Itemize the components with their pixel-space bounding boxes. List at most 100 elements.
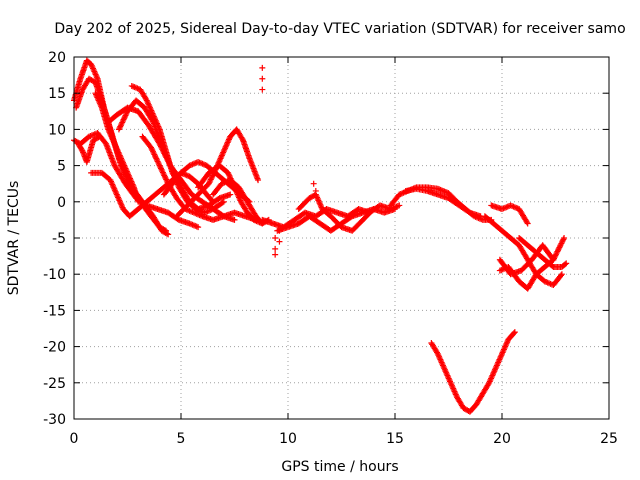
data-point [122, 112, 129, 119]
data-point [161, 172, 168, 179]
data-point [96, 133, 103, 140]
y-tick-label: -30 [43, 412, 66, 428]
outlier-point [312, 187, 319, 194]
y-tick-label: -15 [43, 303, 66, 319]
outlier-point [310, 180, 317, 187]
data-point [95, 134, 102, 141]
data-points [71, 57, 570, 415]
data-point [163, 176, 170, 183]
data-point [152, 154, 159, 161]
y-tick-label: -20 [43, 340, 66, 356]
y-tick-label: -10 [43, 267, 66, 283]
data-point [148, 144, 155, 151]
data-point [553, 251, 560, 258]
data-point [162, 175, 169, 182]
y-tick-label: -25 [43, 376, 66, 392]
data-point [119, 119, 126, 126]
x-tick-label: 15 [386, 431, 404, 447]
data-point [160, 170, 167, 177]
data-point [149, 147, 156, 154]
data-point [562, 261, 569, 268]
data-point [523, 219, 530, 226]
data-point [563, 260, 570, 267]
outlier-point [259, 64, 266, 71]
y-tick-label: 15 [48, 86, 66, 102]
data-point [392, 206, 398, 213]
data-point [207, 176, 214, 183]
data-point [511, 329, 518, 336]
data-point [157, 163, 164, 170]
data-point [554, 248, 561, 255]
data-point [207, 177, 214, 184]
data-point [552, 252, 559, 259]
data-point [161, 173, 168, 180]
data-point [556, 244, 563, 251]
outlier-point [276, 227, 283, 234]
data-point [206, 179, 213, 186]
data-point [159, 168, 166, 175]
data-point [163, 230, 170, 237]
data-point [551, 254, 558, 261]
data-point [118, 120, 125, 127]
data-point [255, 177, 262, 184]
data-point [163, 227, 170, 234]
data-point [117, 122, 124, 129]
data-point [158, 166, 165, 173]
data-point [150, 148, 157, 155]
data-point [555, 245, 562, 252]
data-point [159, 169, 166, 176]
data-point [151, 152, 158, 159]
outlier-point [259, 75, 266, 82]
y-axis-label: SDTVAR / TECUs [6, 181, 22, 296]
data-point [555, 247, 562, 254]
data-point [195, 224, 202, 231]
data-point [116, 125, 123, 132]
y-tick-label: 5 [57, 159, 66, 175]
data-point [549, 257, 556, 264]
data-point [121, 115, 128, 122]
data-point [156, 162, 163, 169]
data-point [165, 231, 172, 238]
y-tick-label: -5 [52, 231, 66, 247]
data-point [115, 126, 122, 133]
data-point [559, 237, 566, 244]
y-tick-label: 20 [48, 50, 66, 66]
data-point [524, 220, 531, 227]
data-point [208, 175, 215, 182]
data-point [153, 157, 160, 164]
data-point [163, 177, 170, 184]
data-point [205, 180, 212, 187]
data-point [154, 158, 161, 165]
data-point [121, 113, 128, 120]
x-tick-label: 5 [177, 431, 186, 447]
outlier-point [276, 238, 283, 245]
data-point [120, 116, 127, 123]
data-point [558, 240, 565, 247]
data-point [561, 235, 568, 241]
y-tick-label: 0 [57, 195, 66, 211]
data-point [550, 256, 557, 263]
data-point [557, 272, 564, 279]
chart-title: Day 202 of 2025, Sidereal Day-to-day VTE… [54, 21, 625, 37]
data-point [119, 118, 126, 125]
data-point [560, 236, 567, 243]
data-point [153, 155, 160, 162]
x-tick-label: 25 [600, 431, 618, 447]
data-point [369, 207, 376, 214]
data-point [557, 241, 564, 248]
data-point [117, 123, 124, 130]
data-point [231, 216, 238, 223]
data-point [510, 330, 517, 337]
grid [74, 57, 609, 419]
data-point [148, 145, 155, 152]
x-tick-label: 0 [70, 431, 79, 447]
data-point [227, 191, 234, 198]
data-point [155, 161, 162, 168]
data-point [559, 239, 566, 246]
x-tick-label: 10 [279, 431, 297, 447]
data-point [135, 198, 142, 205]
data-point [209, 173, 216, 180]
data-point [239, 135, 246, 142]
data-point [151, 151, 158, 158]
